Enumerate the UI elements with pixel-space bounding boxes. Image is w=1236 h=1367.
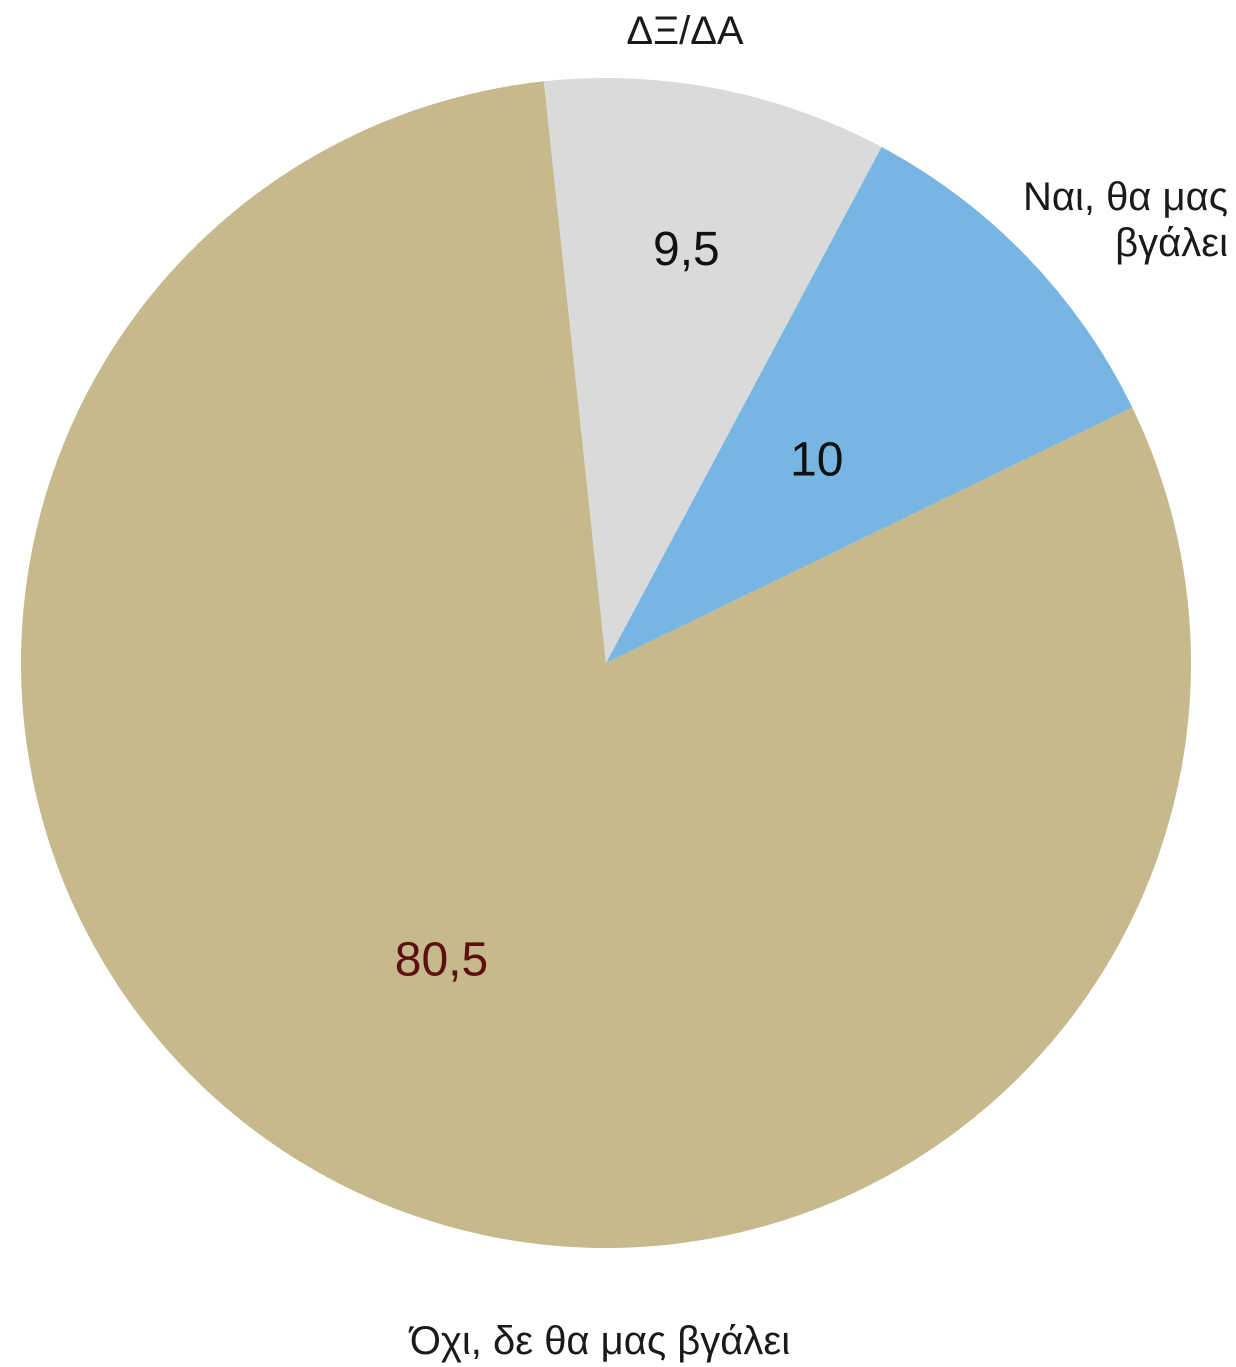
- pie-slices: [21, 78, 1192, 1248]
- pie-value-label: 9,5: [653, 223, 720, 276]
- pie-slice: [543, 78, 882, 664]
- pie-slice: [21, 81, 1192, 1248]
- category-label-yes: Ναι, θα μας βγάλει: [1022, 175, 1228, 265]
- pie-value-labels: 10 80,5 9,5: [395, 223, 844, 986]
- category-label-dxda: ΔΞ/ΔΑ: [626, 9, 744, 53]
- pie-slice: [606, 146, 1133, 663]
- category-label-no: Όχι, δε θα μας βγάλει: [409, 1319, 791, 1363]
- pie-value-label: 10: [790, 434, 843, 487]
- pie-value-label: 80,5: [395, 933, 488, 986]
